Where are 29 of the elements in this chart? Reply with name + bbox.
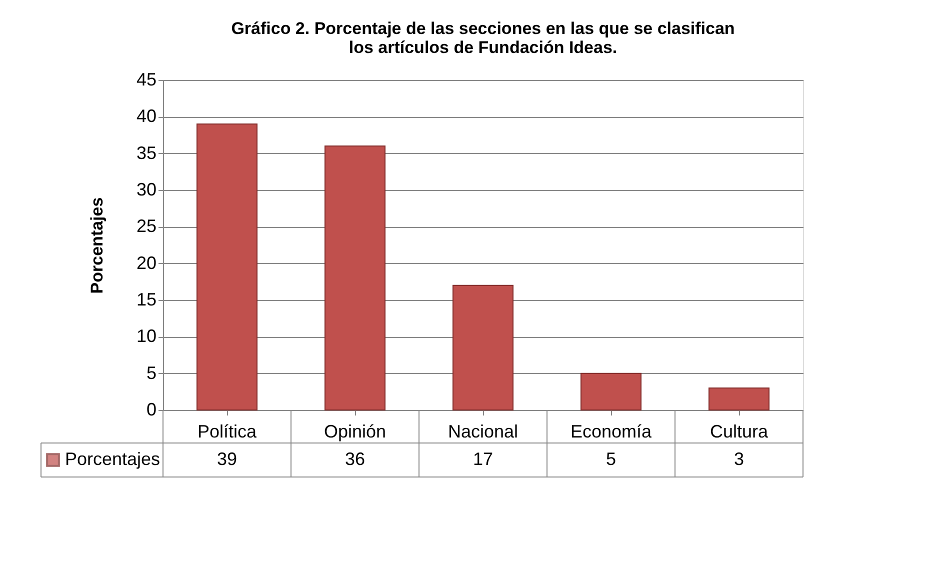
data-label: 17 — [472, 449, 494, 469]
bar — [324, 146, 386, 410]
y-tick-label: 45 — [136, 70, 156, 90]
y-tick-label: 30 — [136, 180, 156, 200]
data-label: 5 — [606, 449, 616, 469]
bar — [452, 284, 514, 410]
text: los artículos de Fundación Ideas. — [348, 38, 618, 57]
y-tick-label: 40 — [136, 106, 156, 126]
x-tick-label: Cultura — [710, 422, 769, 442]
bar — [580, 372, 642, 410]
y-tick-label: 0 — [146, 400, 156, 420]
data-label: 36 — [344, 449, 366, 469]
data-label: 39 — [216, 449, 238, 469]
y-tick-label: 10 — [136, 326, 156, 346]
data-label: 3 — [734, 449, 744, 469]
x-tick-label: Política — [197, 422, 258, 442]
y-tick-label: 15 — [136, 290, 156, 310]
x-tick-label: Economía — [570, 422, 653, 442]
text: Gráfico 2. Porcentaje de las secciones en las que se clasifican — [231, 19, 735, 38]
y-tick-label: 35 — [136, 142, 156, 163]
x-tick-label: Opinión — [324, 422, 386, 442]
bar — [708, 388, 770, 410]
x-tick-label: Nacional — [448, 422, 518, 442]
y-tick-label: 5 — [146, 362, 156, 383]
y-tick-label: 20 — [136, 252, 156, 273]
legend-label: Porcentajes — [65, 449, 160, 469]
y-axis-title: Porcentajes — [87, 197, 106, 294]
y-tick-label: 25 — [136, 216, 156, 236]
bar — [196, 124, 258, 410]
